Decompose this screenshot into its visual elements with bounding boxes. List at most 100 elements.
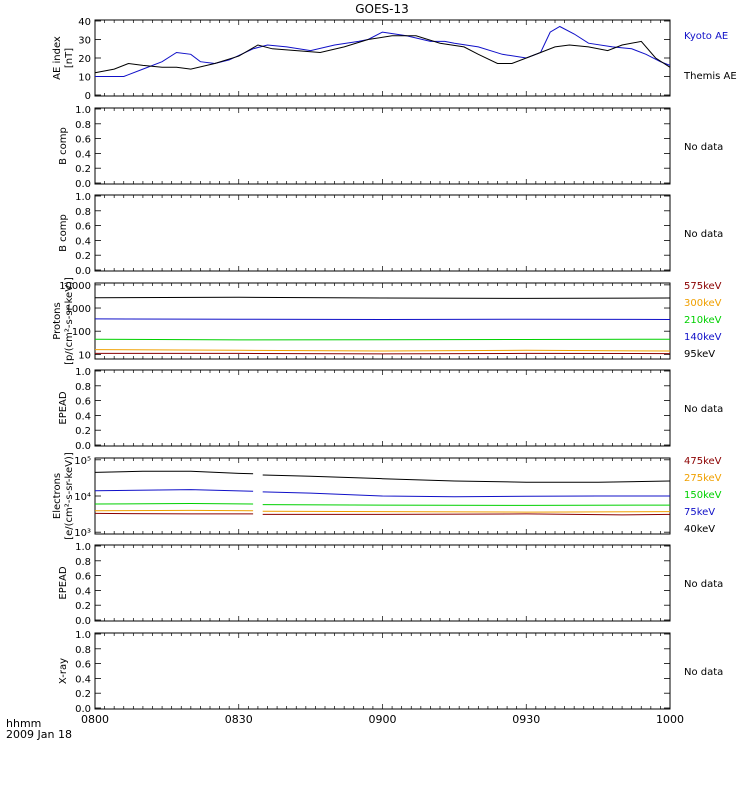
y-tick-label: 0.8 [75, 382, 91, 393]
legend-item-275kev: 275keV [684, 473, 722, 484]
y-axis-label: X-ray [58, 658, 69, 684]
y-tick-label: 0.6 [75, 222, 91, 233]
y-axis-label: EPEAD [58, 566, 69, 600]
y-tick-label: 10 [78, 350, 91, 361]
y-tick-label: 1.0 [75, 630, 91, 641]
panel-frame [95, 20, 670, 96]
y-tick-label: 0.0 [75, 441, 91, 452]
panel-frame [95, 283, 670, 359]
y-axis-label: Electrons [52, 473, 63, 519]
time-tick-label: 0830 [225, 713, 253, 726]
y-tick-label: 10⁴ [74, 492, 91, 503]
no-data-note: No data [684, 142, 723, 153]
series-line-300kev [95, 350, 670, 351]
legend-item-575kev: 575keV [684, 281, 722, 292]
series-line-40kev [263, 475, 670, 482]
legend-item-475kev: 475keV [684, 456, 722, 467]
series-line-kyoto-ae [95, 27, 670, 77]
no-data-note: No data [684, 404, 723, 415]
time-tick-label: 0900 [369, 713, 397, 726]
legend-item-75kev: 75keV [684, 507, 715, 518]
y-tick-label: 30 [78, 36, 91, 47]
y-tick-label: 40 [78, 17, 91, 28]
y-tick-label: 10000 [59, 281, 91, 292]
time-tick-label: 0800 [81, 713, 109, 726]
legend-item-kyoto-ae: Kyoto AE [684, 31, 728, 42]
series-line-40kev [95, 471, 253, 474]
y-axis-label: EPEAD [58, 391, 69, 425]
y-tick-label: 0.4 [75, 236, 91, 247]
y-tick-label: 0.0 [75, 266, 91, 277]
y-tick-label: 100 [72, 327, 91, 338]
y-tick-label: 0.2 [75, 426, 91, 437]
legend-item-150kev: 150keV [684, 490, 722, 501]
y-axis-label: B comp [58, 214, 69, 252]
series-line-95kev [95, 297, 670, 298]
y-tick-label: 0.4 [75, 149, 91, 160]
legend-item-40kev: 40keV [684, 524, 715, 535]
series-line-150kev [263, 505, 670, 506]
series-line-140kev [95, 319, 670, 320]
y-tick-label: 0.6 [75, 135, 91, 146]
y-tick-label: 0.8 [75, 557, 91, 568]
y-tick-label: 0.2 [75, 689, 91, 700]
no-data-note: No data [684, 229, 723, 240]
y-tick-label: 0.4 [75, 411, 91, 422]
y-tick-label: 0.8 [75, 207, 91, 218]
panel-frame [95, 633, 670, 709]
time-tick-label: 1000 [656, 713, 684, 726]
y-tick-label: 0.8 [75, 645, 91, 656]
legend-item-140kev: 140keV [684, 332, 722, 343]
series-line-275kev [263, 511, 670, 512]
panel-frame [95, 370, 670, 446]
y-tick-label: 0 [85, 91, 91, 102]
series-line-themis-ae [95, 36, 670, 73]
series-line-575kev [95, 353, 670, 354]
y-tick-label: 0.6 [75, 397, 91, 408]
y-tick-label: 1.0 [75, 105, 91, 116]
y-tick-label: 0.0 [75, 616, 91, 627]
series-line-150kev [95, 504, 253, 505]
panel-3: B comp 0.0 0.2 0.4 0.6 0.8 1.0 No data [58, 192, 723, 277]
series-line-210kev [95, 339, 670, 340]
y-tick-label: 10³ [74, 528, 91, 539]
y-axis-label: B comp [58, 127, 69, 165]
panel-frame [95, 545, 670, 621]
y-tick-label: 0.2 [75, 251, 91, 262]
y-tick-label: 0.6 [75, 660, 91, 671]
time-tick-label: 0930 [512, 713, 540, 726]
y-tick-label: 1.0 [75, 192, 91, 203]
panel-frame [95, 108, 670, 184]
y-axis-label: AE index [52, 36, 63, 80]
panel-7: EPEAD 0.0 0.2 0.4 0.6 0.8 1.0 No data [58, 542, 723, 627]
legend-item-themis-ae: Themis AE [683, 71, 737, 82]
legend-item-95kev: 95keV [684, 349, 715, 360]
y-tick-label: 0.0 [75, 179, 91, 190]
series-line-75kev [263, 492, 670, 497]
series-line-475kev [95, 513, 253, 514]
series-line-75kev [95, 490, 253, 492]
y-tick-label: 0.4 [75, 674, 91, 685]
y-tick-label: 1000 [66, 304, 91, 315]
y-tick-label: 0.2 [75, 164, 91, 175]
y-tick-label: 1.0 [75, 542, 91, 553]
y-tick-label: 0.2 [75, 601, 91, 612]
no-data-note: No data [684, 579, 723, 590]
y-tick-label: 0.4 [75, 586, 91, 597]
y-tick-label: 20 [78, 54, 91, 65]
no-data-note: No data [684, 667, 723, 678]
panel-1: AE index[nT] 0 10 20 30 40 Kyoto AE Themis AE [52, 17, 737, 102]
legend-item-210kev: 210keV [684, 315, 722, 326]
y-tick-label: 0.6 [75, 572, 91, 583]
panel-frame [95, 195, 670, 271]
y-tick-label: 10 [78, 73, 91, 84]
y-axis-label: [nT] [64, 48, 75, 68]
legend-item-300kev: 300keV [684, 298, 722, 309]
